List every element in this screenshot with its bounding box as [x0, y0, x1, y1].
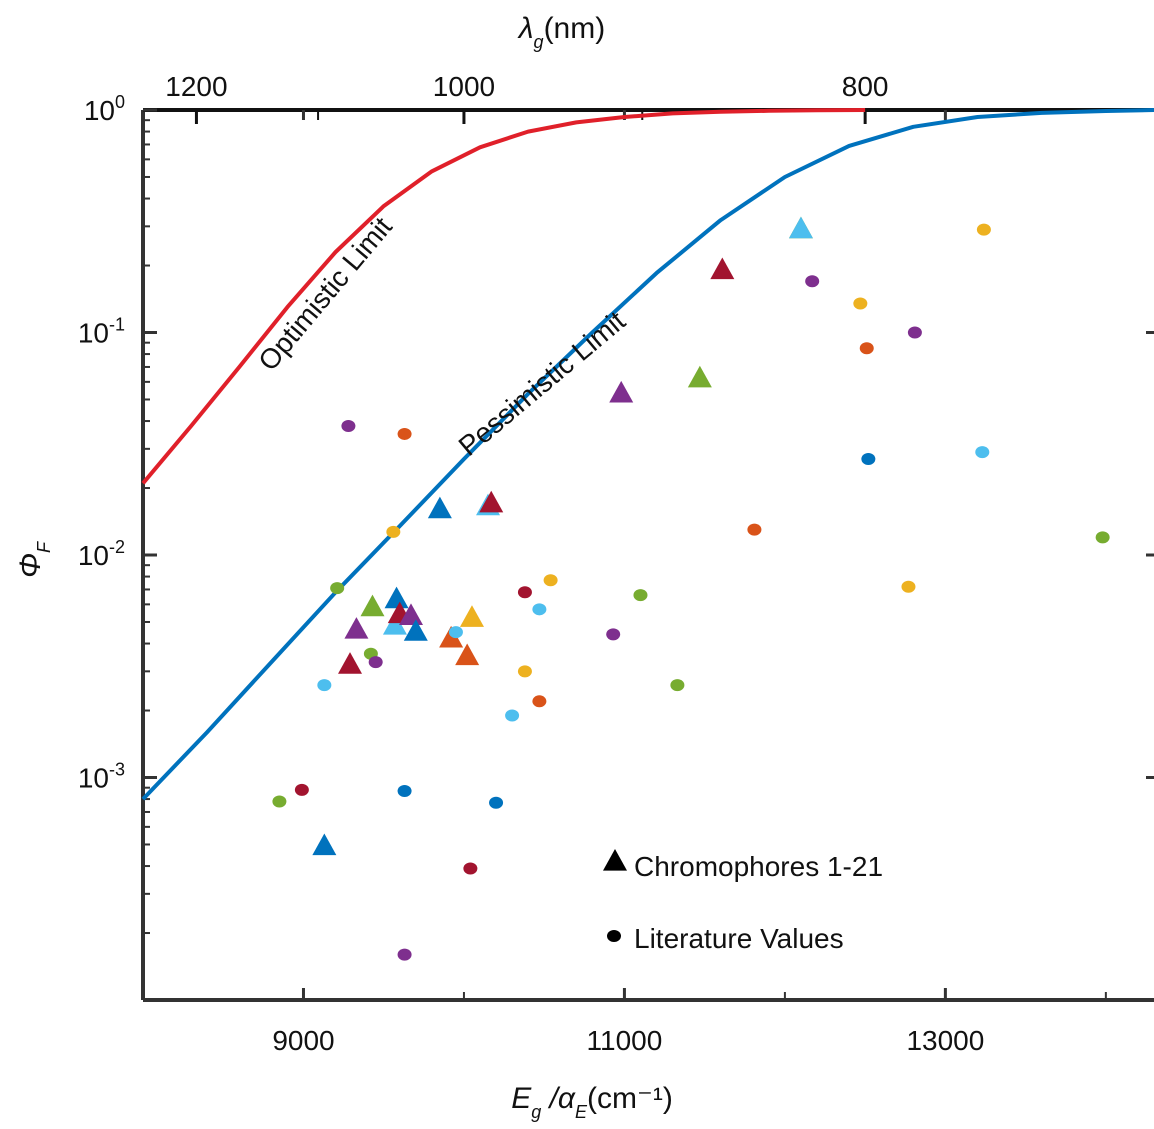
- chromophore-point: [360, 594, 385, 617]
- legend-triangle-marker: [603, 849, 627, 871]
- literature-point: [747, 523, 762, 536]
- literature-point: [272, 795, 287, 808]
- literature-point: [448, 626, 463, 639]
- literature-point: [517, 665, 532, 678]
- chromophore-point: [398, 603, 423, 625]
- pessimistic-limit-label: Pessimistic Limit: [453, 305, 632, 462]
- literature-point: [341, 419, 356, 432]
- literature-point: [861, 453, 876, 466]
- chromophore-point: [439, 625, 464, 648]
- literature-point: [386, 525, 401, 538]
- literature-point: [397, 784, 412, 797]
- literature-point: [606, 628, 621, 641]
- literature-point: [859, 342, 874, 355]
- x-axis-title: Eg /αE(cm⁻¹): [511, 1082, 673, 1122]
- chromophore-point: [403, 619, 428, 641]
- literature-point: [907, 326, 922, 339]
- chromophore-point: [338, 652, 363, 674]
- literature-point: [543, 574, 558, 587]
- x2-axis-title: λg(nm): [517, 12, 605, 52]
- literature-point: [368, 656, 383, 669]
- legend-label-chromophores: Chromophores 1-21: [634, 851, 883, 882]
- chromophore-point: [788, 216, 813, 239]
- chromophore-point: [312, 833, 337, 856]
- literature-point: [397, 427, 412, 440]
- literature-point: [317, 679, 332, 692]
- x-tick-label: 13000: [906, 1025, 984, 1056]
- chromophore-point: [710, 257, 735, 280]
- literature-point: [975, 446, 990, 459]
- chromophore-point: [382, 612, 407, 635]
- x-tick-label: 11000: [587, 1025, 663, 1056]
- optimistic-limit-curve: [141, 108, 866, 485]
- literature-point: [901, 580, 916, 593]
- curves: [141, 108, 1154, 801]
- legend-label-literature: Literature Values: [634, 923, 844, 954]
- optimistic-limit-label: Optimistic Limit: [252, 211, 398, 376]
- x2-tick-label: 800: [842, 71, 889, 102]
- chromophore-point: [384, 586, 409, 609]
- y-tick-label: 10-2: [78, 537, 125, 571]
- literature-point: [853, 297, 868, 310]
- literature-point: [330, 582, 345, 595]
- chromophore-point: [687, 365, 712, 388]
- x2-tick-label: 1200: [165, 71, 227, 102]
- literature-point: [489, 796, 504, 809]
- y-tick-label: 10-1: [78, 315, 125, 349]
- x2-tick-label: 1000: [433, 71, 495, 102]
- legend-dot-marker: [607, 930, 621, 942]
- axes: 9000 11000 13000 1200 1000 800 100 10-1 10-2 10-3: [78, 71, 1154, 1056]
- literature-point: [532, 603, 547, 616]
- chromophore-point: [609, 380, 634, 403]
- literature-point: [505, 709, 520, 722]
- literature-point: [532, 695, 547, 708]
- literature-point: [805, 275, 820, 288]
- y-axis-title: ΦF: [14, 541, 54, 578]
- chromophore-point: [479, 490, 504, 513]
- literature-point: [1095, 531, 1110, 544]
- chromophore-point: [459, 605, 484, 627]
- y-tick-label: 10-3: [78, 760, 125, 794]
- literature-point: [976, 223, 991, 236]
- literature-point: [517, 586, 532, 599]
- chromophore-point: [427, 496, 452, 519]
- x-tick-label: 9000: [272, 1025, 334, 1056]
- y-tick-label: 100: [84, 92, 125, 126]
- literature-point: [294, 783, 309, 796]
- data-points: [272, 216, 1110, 961]
- chromophore-point: [455, 643, 480, 666]
- pessimistic-limit-curve: [141, 108, 1154, 801]
- literature-point: [670, 679, 685, 692]
- chromophore-point: [344, 617, 369, 639]
- literature-point: [463, 862, 478, 875]
- literature-point: [397, 948, 412, 961]
- literature-point: [633, 589, 648, 602]
